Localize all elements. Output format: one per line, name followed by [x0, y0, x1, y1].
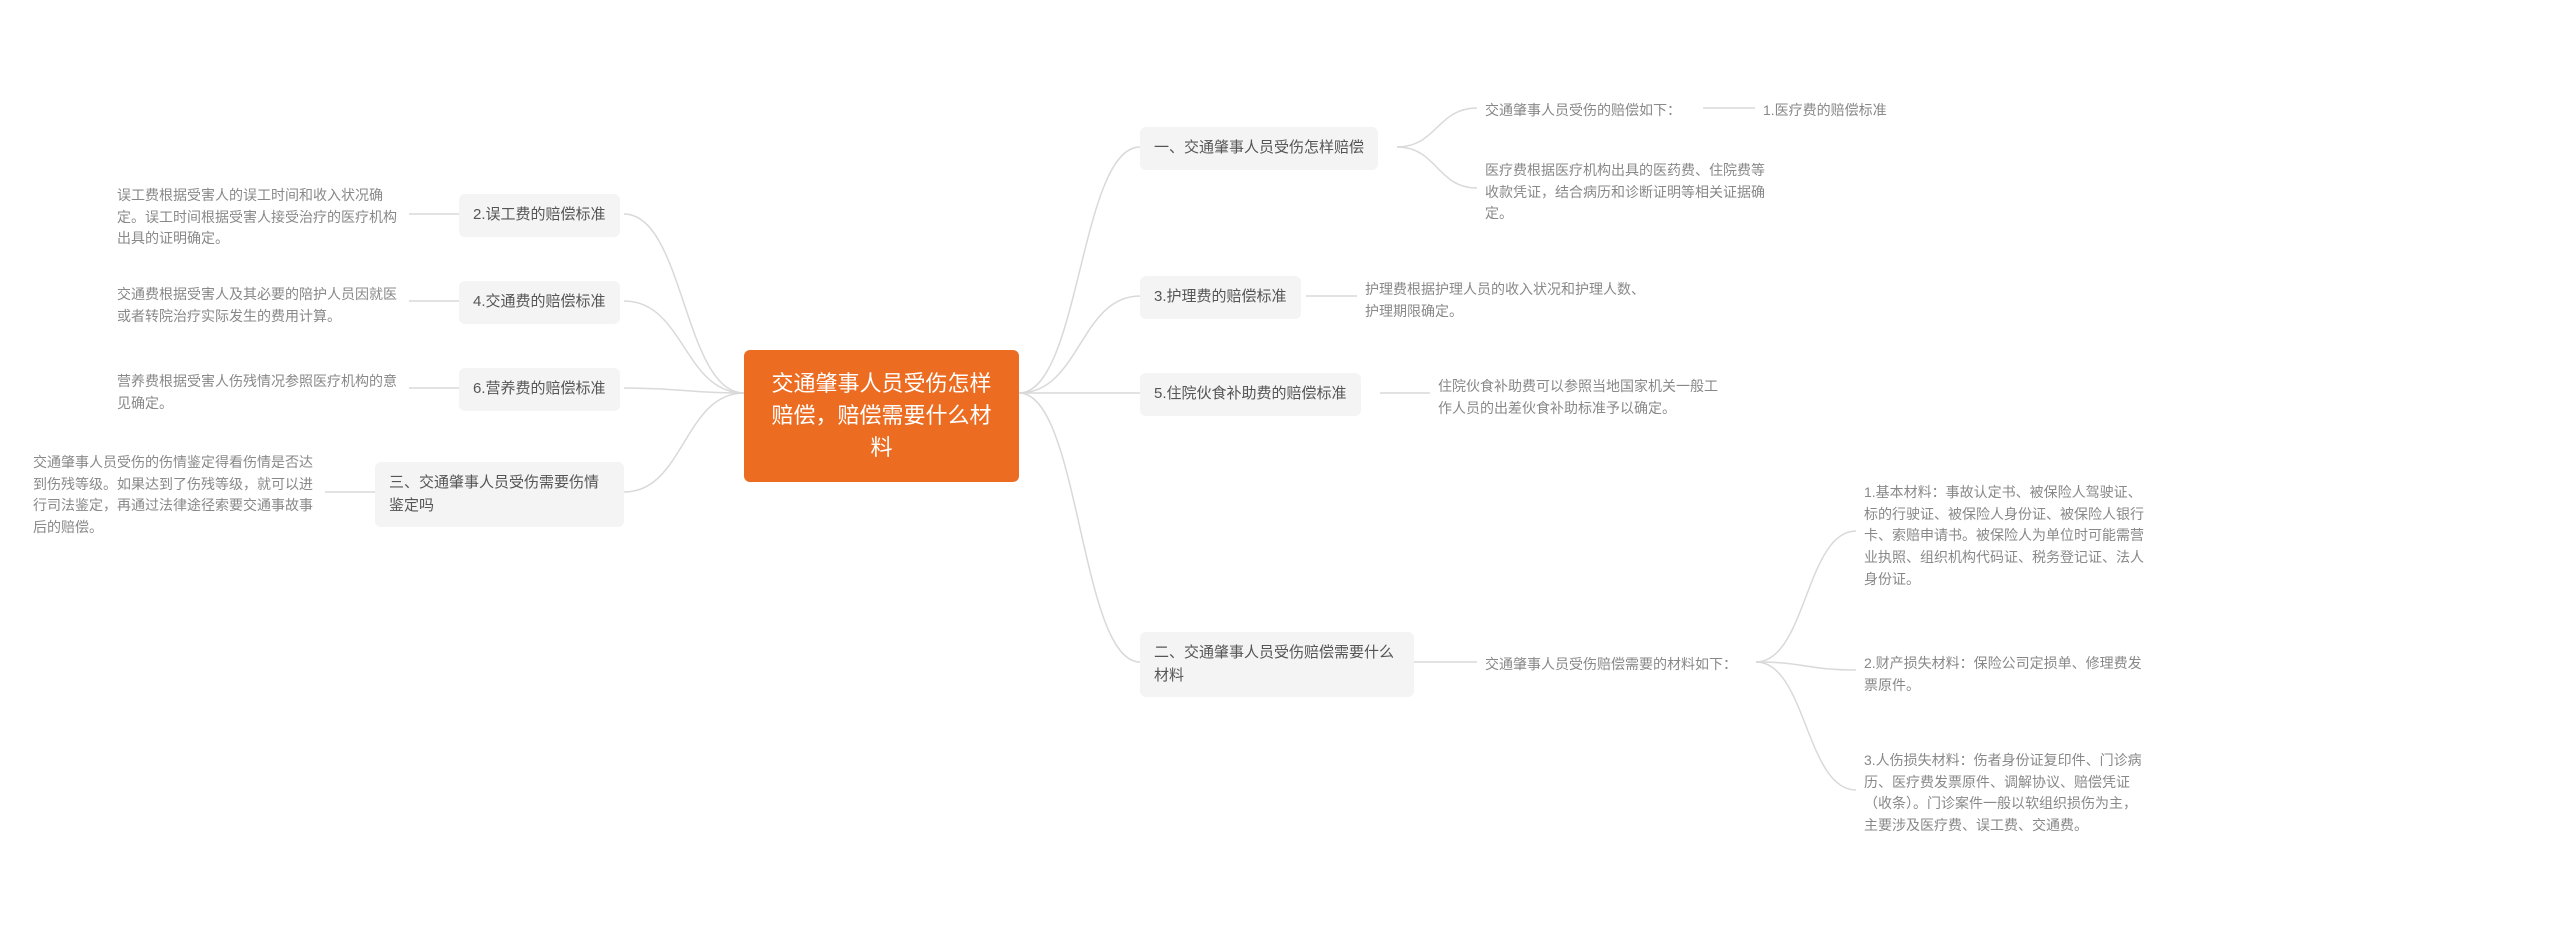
- mindmap-canvas: 交通肇事人员受伤怎样赔偿，赔偿需要什么材料 一、交通肇事人员受伤怎样赔偿 交通肇…: [0, 0, 2560, 945]
- leaf-l2: 交通费根据受害人及其必要的陪护人员因就医或者转院治疗实际发生的费用计算。: [109, 280, 409, 331]
- branch-l1[interactable]: 2.误工费的赔偿标准: [459, 194, 620, 237]
- branch-l4[interactable]: 三、交通肇事人员受伤需要伤情鉴定吗: [375, 462, 624, 527]
- branch-r1[interactable]: 一、交通肇事人员受伤怎样赔偿: [1140, 127, 1378, 170]
- root-node[interactable]: 交通肇事人员受伤怎样赔偿，赔偿需要什么材料: [744, 350, 1019, 482]
- leaf-r4-c1: 交通肇事人员受伤赔偿需要的材料如下：: [1477, 650, 1745, 680]
- leaf-l3: 营养费根据受害人伤残情况参照医疗机构的意见确定。: [109, 367, 409, 418]
- leaf-r4-d2: 2.财产损失材料：保险公司定损单、修理费发票原件。: [1856, 649, 2156, 700]
- leaf-r3: 住院伙食补助费可以参照当地国家机关一般工作人员的出差伙食补助标准予以确定。: [1430, 372, 1730, 423]
- leaf-r2: 护理费根据护理人员的收入状况和护理人数、护理期限确定。: [1357, 275, 1657, 326]
- leaf-r1-a: 交通肇事人员受伤的赔偿如下：: [1477, 96, 1689, 125]
- leaf-r1-c2: 医疗费根据医疗机构出具的医药费、住院费等收款凭证，结合病历和诊断证明等相关证据确…: [1477, 156, 1777, 229]
- branch-l3[interactable]: 6.营养费的赔偿标准: [459, 368, 620, 411]
- leaf-l1: 误工费根据受害人的误工时间和收入状况确定。误工时间根据受害人接受治疗的医疗机构出…: [109, 181, 409, 254]
- branch-l2[interactable]: 4.交通费的赔偿标准: [459, 281, 620, 324]
- branch-r2[interactable]: 3.护理费的赔偿标准: [1140, 276, 1301, 319]
- leaf-r1-b: 1.医疗费的赔偿标准: [1755, 96, 1895, 125]
- leaf-l4: 交通肇事人员受伤的伤情鉴定得看伤情是否达到伤残等级。如果达到了伤残等级，就可以进…: [25, 448, 325, 543]
- leaf-r4-d3: 3.人伤损失材料：伤者身份证复印件、门诊病历、医疗费发票原件、调解协议、赔偿凭证…: [1856, 746, 2156, 841]
- branch-r4[interactable]: 二、交通肇事人员受伤赔偿需要什么材料: [1140, 632, 1414, 697]
- leaf-r4-d1: 1.基本材料：事故认定书、被保险人驾驶证、标的行驶证、被保险人身份证、被保险人银…: [1856, 478, 2156, 594]
- branch-r3[interactable]: 5.住院伙食补助费的赔偿标准: [1140, 373, 1361, 416]
